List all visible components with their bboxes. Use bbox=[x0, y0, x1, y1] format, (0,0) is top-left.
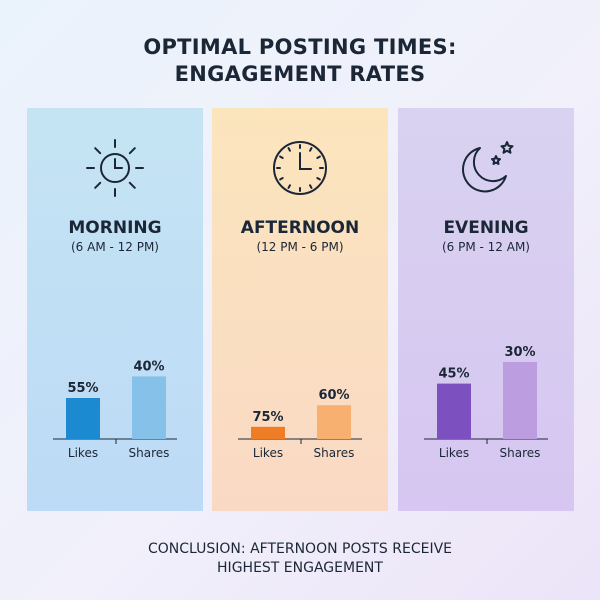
sun-clock-icon bbox=[86, 139, 144, 197]
clock-icon bbox=[273, 141, 327, 195]
moon-stars-icon bbox=[462, 141, 514, 193]
panel-evening: EVENING (6 PM - 12 AM) 45% Likes 30% Shares bbox=[398, 108, 574, 511]
category-label: Likes bbox=[68, 446, 98, 460]
category-label: Likes bbox=[439, 446, 469, 460]
bar-value-label: 40% bbox=[133, 359, 164, 374]
panel-time-range: (6 PM - 12 AM) bbox=[441, 240, 530, 254]
panel-time-range: (6 AM - 12 PM) bbox=[70, 240, 159, 254]
panel-morning: MORNING (6 AM - 12 PM) 55% Likes 40% Shares bbox=[27, 108, 203, 511]
bar-value-label: 75% bbox=[252, 410, 283, 425]
bar-chart-morning: 55% Likes 40% Shares bbox=[53, 359, 177, 460]
page-title: OPTIMAL POSTING TIMES: ENGAGEMENT RATES bbox=[0, 34, 600, 88]
bar-shares bbox=[503, 362, 537, 439]
panel-title: EVENING bbox=[443, 218, 529, 238]
category-label: Shares bbox=[500, 446, 541, 460]
bar-value-label: 30% bbox=[504, 345, 535, 360]
panel-title: AFTERNOON bbox=[240, 218, 360, 238]
bar-value-label: 45% bbox=[438, 367, 469, 382]
panel-title: MORNING bbox=[68, 218, 162, 238]
conclusion-line-2: HIGHEST ENGAGEMENT bbox=[217, 560, 383, 576]
conclusion: CONCLUSION: AFTERNOON POSTS RECEIVE HIGH… bbox=[0, 540, 600, 578]
bar-chart-afternoon: 75% Likes 60% Shares bbox=[238, 388, 362, 460]
title-line-2: ENGAGEMENT RATES bbox=[174, 62, 426, 86]
category-label: Likes bbox=[253, 446, 283, 460]
conclusion-line-1: CONCLUSION: AFTERNOON POSTS RECEIVE bbox=[148, 541, 452, 557]
bar-likes bbox=[251, 426, 285, 439]
bar-value-label: 60% bbox=[318, 388, 349, 403]
bar-value-label: 55% bbox=[67, 381, 98, 396]
title-line-1: OPTIMAL POSTING TIMES: bbox=[143, 35, 457, 59]
bar-shares bbox=[132, 376, 166, 439]
bar-shares bbox=[317, 405, 351, 439]
category-label: Shares bbox=[129, 446, 170, 460]
bar-likes bbox=[437, 383, 471, 439]
category-label: Shares bbox=[314, 446, 355, 460]
bar-chart-evening: 45% Likes 30% Shares bbox=[424, 345, 548, 460]
panel-afternoon: AFTERNOON (12 PM - 6 PM) 75% Likes 60% Shar… bbox=[212, 108, 388, 511]
panel-time-range: (12 PM - 6 PM) bbox=[256, 240, 344, 254]
bar-likes bbox=[66, 398, 100, 439]
